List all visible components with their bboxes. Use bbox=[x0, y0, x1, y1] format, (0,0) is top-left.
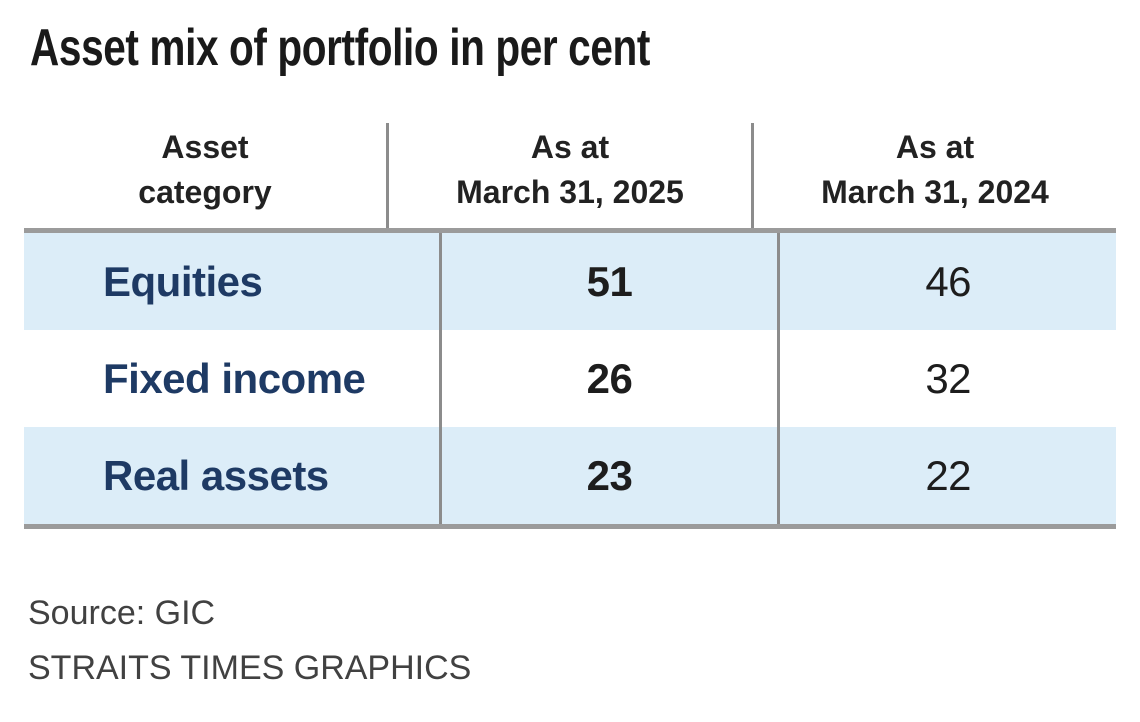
header-bottom-rule bbox=[24, 228, 1116, 233]
cell-category: Equities bbox=[103, 257, 263, 305]
column-header-asset-category: Asset category bbox=[24, 123, 386, 228]
page-title: Asset mix of portfolio in per cent bbox=[30, 19, 651, 77]
table-header-row: Asset category As at March 31, 2025 As a… bbox=[24, 123, 1116, 228]
header-line: March 31, 2025 bbox=[456, 174, 684, 210]
credit-line: STRAITS TIMES GRAPHICS bbox=[28, 649, 472, 687]
cell-value-2024: 46 bbox=[777, 233, 1116, 330]
table-row-real-assets: Real assets 23 22 bbox=[24, 427, 1116, 524]
footer: Source: GIC STRAITS TIMES GRAPHICS bbox=[28, 586, 471, 696]
cell-value-2025: 23 bbox=[438, 427, 778, 524]
header-line: As at bbox=[530, 129, 610, 165]
cell-category: Fixed income bbox=[103, 354, 366, 402]
cell-value-2025: 26 bbox=[438, 330, 778, 427]
header-line: As at bbox=[895, 129, 975, 165]
cell-category: Real assets bbox=[103, 451, 329, 499]
table-bottom-rule bbox=[24, 524, 1116, 529]
column-header-2024: As at March 31, 2024 bbox=[751, 123, 1116, 228]
cell-value-2024: 22 bbox=[777, 427, 1116, 524]
source-line: Source: GIC bbox=[28, 594, 216, 632]
cell-value-2025: 51 bbox=[438, 233, 778, 330]
table-row-fixed-income: Fixed income 26 32 bbox=[24, 330, 1116, 427]
header-line: category bbox=[138, 174, 272, 210]
column-header-2025: As at March 31, 2025 bbox=[386, 123, 751, 228]
header-line: Asset bbox=[161, 129, 249, 165]
cell-value-2024: 32 bbox=[777, 330, 1116, 427]
header-line: March 31, 2024 bbox=[821, 174, 1049, 210]
asset-mix-table: Asset category As at March 31, 2025 As a… bbox=[24, 123, 1116, 529]
table-row-equities: Equities 51 46 bbox=[24, 233, 1116, 330]
